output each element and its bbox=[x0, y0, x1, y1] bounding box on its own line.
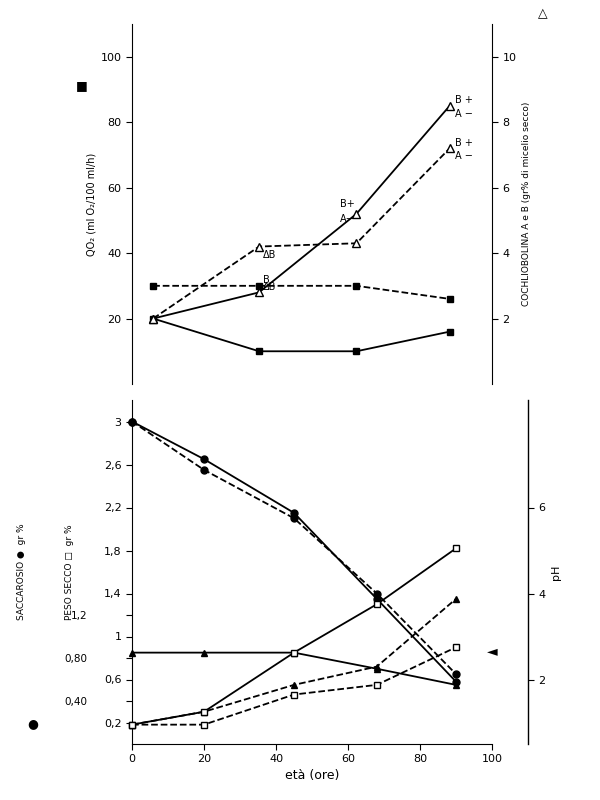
Text: B: B bbox=[263, 275, 270, 285]
Text: A −: A − bbox=[455, 109, 473, 119]
Text: B +: B + bbox=[455, 138, 473, 147]
Text: PESO SECCO □  gr %: PESO SECCO □ gr % bbox=[65, 524, 74, 620]
X-axis label: età (ore): età (ore) bbox=[285, 769, 339, 782]
Text: A −: A − bbox=[455, 151, 473, 162]
Y-axis label: COCHLIOBOLINA A e B (gr% di micelio secco): COCHLIOBOLINA A e B (gr% di micelio secc… bbox=[522, 102, 531, 306]
Y-axis label: QO₂ (ml O₂/100 ml/h): QO₂ (ml O₂/100 ml/h) bbox=[86, 152, 97, 256]
Text: ΔB: ΔB bbox=[263, 250, 277, 260]
Text: B+: B+ bbox=[340, 199, 355, 209]
Text: ■: ■ bbox=[76, 78, 88, 92]
Text: A−: A− bbox=[340, 214, 355, 224]
Text: ◄: ◄ bbox=[487, 645, 498, 658]
Text: ●: ● bbox=[28, 718, 38, 730]
Text: B +: B + bbox=[455, 95, 473, 105]
Text: SACCAROSIO ●  gr %: SACCAROSIO ● gr % bbox=[17, 524, 26, 620]
Y-axis label: pH: pH bbox=[551, 564, 561, 580]
Text: ΔB: ΔB bbox=[263, 282, 277, 291]
Text: △: △ bbox=[538, 6, 547, 20]
